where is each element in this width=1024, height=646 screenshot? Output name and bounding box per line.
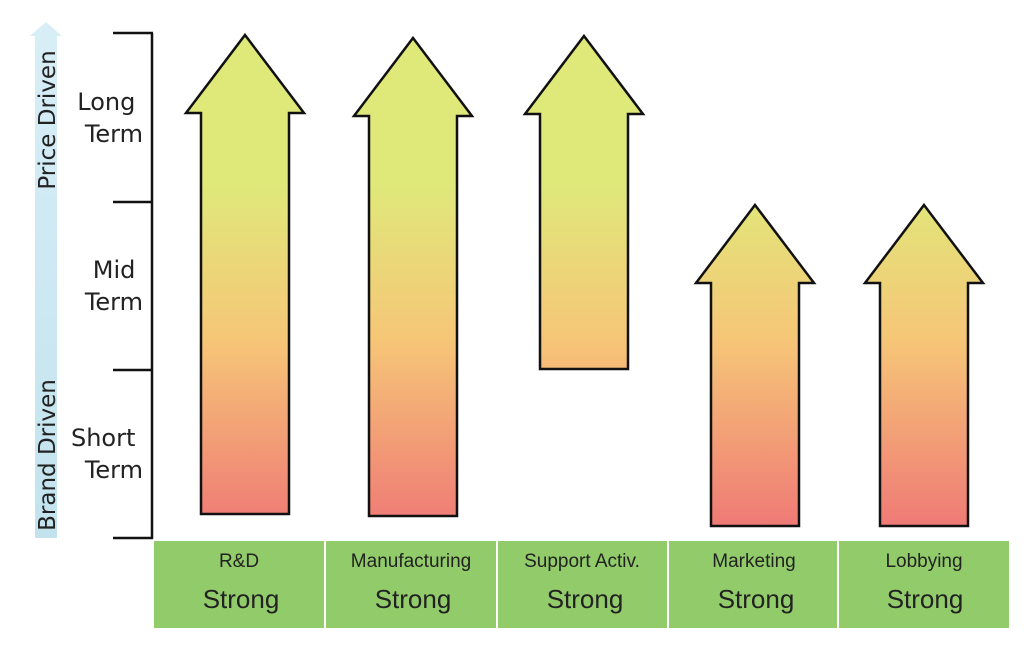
category-cell-rnd (154, 541, 324, 628)
time-level-label-long: Long Term (77, 88, 143, 148)
arrow-marketing (693, 202, 817, 528)
time-level-label-mid: Mid Term (84, 256, 143, 316)
category-cell-support-activ (498, 541, 667, 628)
side-axis-bottom-label: Brand Driven (35, 379, 61, 531)
time-level-labels: Long Term Mid Term Short Term (71, 88, 143, 484)
category-strength: Strong (718, 584, 795, 614)
category-strength: Strong (547, 584, 624, 614)
category-cell-lobbying (839, 541, 1009, 628)
side-axis-top-label: Price Driven (35, 50, 61, 189)
category-strength: Strong (375, 584, 452, 614)
category-name: Lobbying (885, 551, 962, 572)
arrow-lobbying (862, 202, 986, 528)
category-name: R&D (219, 551, 259, 572)
category-name: Support Activ. (524, 551, 640, 572)
arrows (183, 32, 986, 528)
category-band: R&D Strong Manufacturing Strong Support … (154, 541, 1009, 628)
side-axis: Price Driven Brand Driven (30, 22, 62, 538)
category-strength: Strong (887, 584, 964, 614)
category-cell-manufacturing (326, 541, 496, 628)
side-axis-arrow (30, 22, 62, 538)
arrow-support-activ (522, 33, 646, 371)
category-name: Manufacturing (351, 551, 471, 572)
time-level-label-short: Short Term (71, 424, 143, 484)
category-cell-marketing (669, 541, 837, 628)
time-axis (113, 31, 154, 540)
arrow-manufacturing (351, 35, 475, 518)
category-strength: Strong (203, 584, 280, 614)
category-name: Marketing (712, 551, 795, 572)
arrow-rnd (183, 32, 307, 516)
